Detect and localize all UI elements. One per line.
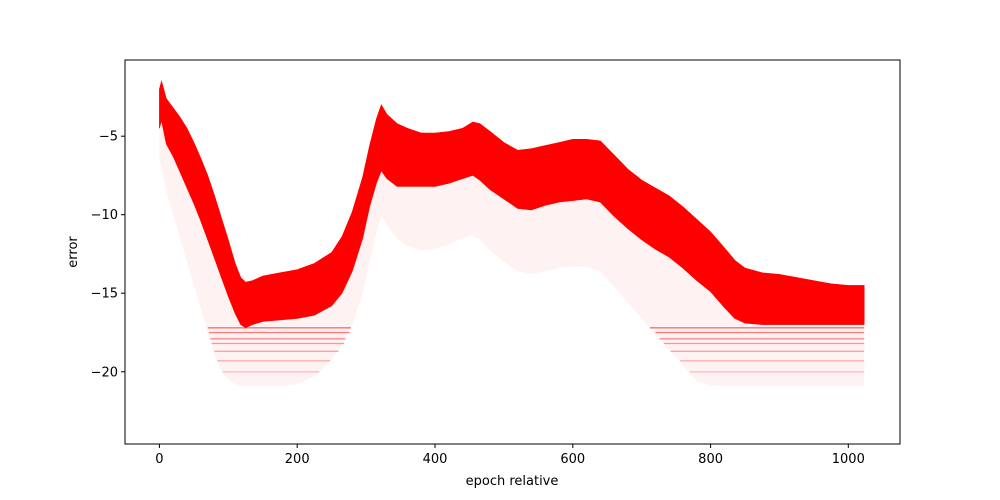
series-quantized-streaks <box>207 327 865 373</box>
x-tick-label: 200 <box>285 452 310 467</box>
x-tick-label: 400 <box>423 452 448 467</box>
x-tick-label: 600 <box>560 452 585 467</box>
x-tick-label: 0 <box>155 452 163 467</box>
y-tick-label: −15 <box>91 287 118 302</box>
y-axis-ticks: −20 −15 −10 −5 <box>91 130 125 380</box>
x-axis-label: epoch relative <box>466 474 559 489</box>
series-core-band <box>159 80 865 329</box>
x-axis-ticks: 0 200 400 600 800 1000 <box>155 444 865 467</box>
y-tick-label: −20 <box>91 365 118 380</box>
x-tick-label: 1000 <box>832 452 865 467</box>
plot-area <box>159 80 865 386</box>
y-axis-label: error <box>66 236 81 268</box>
plot-frame <box>124 59 901 445</box>
y-tick-label: −10 <box>91 208 118 223</box>
series-faint-band <box>159 120 865 386</box>
y-tick-label: −5 <box>99 130 118 145</box>
x-tick-label: 800 <box>698 452 723 467</box>
